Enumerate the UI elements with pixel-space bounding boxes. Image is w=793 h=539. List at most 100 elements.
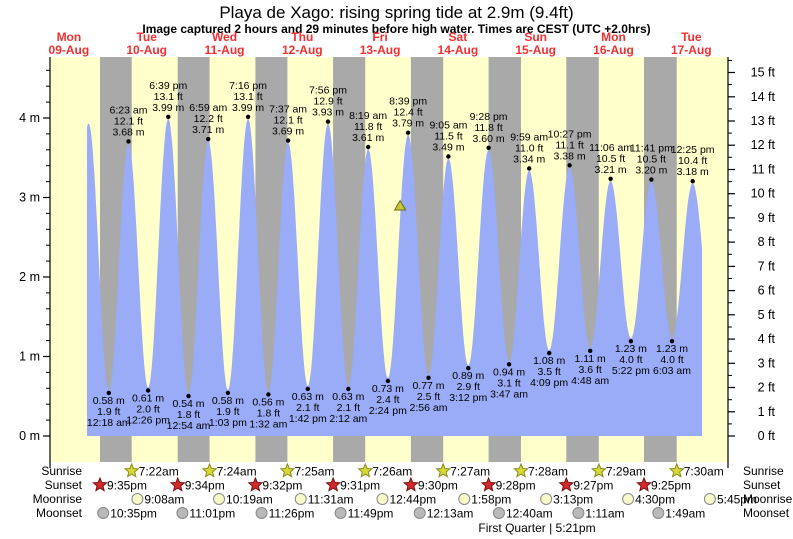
- moonset-time: 12:13am: [427, 507, 474, 521]
- tide-low-dot: [466, 366, 471, 371]
- feet-tick-label: 1 ft: [758, 405, 776, 419]
- date-label-dow: Sat: [448, 30, 468, 44]
- sunrise-time: 7:24am: [217, 465, 257, 479]
- date-label-17-aug: Tue 17-Aug: [653, 31, 729, 57]
- tide-low-label-m: 0.89 m: [452, 370, 484, 382]
- tide-high-label-time: 8:19 am: [349, 110, 387, 122]
- date-label-dow: Tue: [681, 30, 702, 44]
- moonrise-row-label-left: Moonrise: [32, 492, 82, 506]
- date-label-dow: Fri: [372, 30, 388, 44]
- date-label-dow: Sun: [524, 30, 548, 44]
- tide-high-label-time: 11:06 am: [589, 142, 632, 154]
- tide-low-dot: [346, 386, 351, 392]
- sunrise-star-icon: [279, 462, 296, 478]
- tide-low-dot: [385, 378, 391, 384]
- moonrise-icon: [376, 493, 389, 505]
- moonset-time: 11:26pm: [269, 507, 315, 521]
- tide-low-label-ft: 3.6 ft: [578, 364, 601, 376]
- tide-high-label-time: 10:27 pm: [548, 128, 592, 140]
- sunrise-star-icon: [513, 462, 529, 478]
- tide-high-label-m: 3.18 m: [677, 166, 709, 178]
- date-label-15-aug: Sun 15-Aug: [498, 31, 574, 57]
- feet-tick-label: 3 ft: [758, 356, 776, 370]
- tide-high-label-ft: 11.8 ft: [354, 121, 382, 133]
- tide-low-dot: [506, 362, 512, 367]
- meter-tick-label: 3 m: [19, 191, 40, 205]
- tide-low-label-ft: 1.8 ft: [177, 409, 200, 421]
- sunset-time: 9:35pm: [107, 479, 147, 493]
- feet-tick-label: 0 ft: [758, 429, 776, 443]
- moonset-icon: [255, 507, 268, 519]
- meter-tick-label: 2 m: [19, 270, 40, 284]
- tide-low-label-time: 1:42 pm: [289, 413, 327, 425]
- date-label-date: 16-Aug: [593, 43, 634, 57]
- date-label-dow: Thu: [291, 30, 314, 44]
- tide-high-label-m: 3.69 m: [272, 126, 304, 138]
- tide-high-dot: [690, 179, 695, 184]
- moonset-time: 12:40am: [506, 507, 553, 521]
- date-label-date: 13-Aug: [359, 43, 401, 57]
- moonset-time: 11:01pm: [189, 507, 235, 521]
- tide-high-dot: [486, 145, 491, 150]
- tide-high-dot: [126, 139, 131, 144]
- tide-high-label-time: 7:37 am: [269, 104, 307, 116]
- date-label-10-aug: Tue 10-Aug: [109, 31, 185, 57]
- sunset-star-icon: [325, 476, 342, 492]
- sunset-time: 9:34pm: [185, 479, 225, 493]
- moonset-icon: [652, 507, 665, 519]
- moonset-icon: [413, 507, 426, 519]
- sunrise-time: 7:22am: [139, 465, 179, 479]
- tide-high-label-time: 12:25 pm: [671, 144, 715, 156]
- tide-low-label-ft: 2.0 ft: [136, 404, 159, 416]
- tide-low-dot: [225, 390, 231, 396]
- moonset-time: 1:11am: [585, 507, 624, 521]
- feet-tick-label: 14 ft: [751, 90, 776, 104]
- tide-high-label-ft: 11.8 ft: [474, 122, 502, 134]
- date-label-date: 10-Aug: [126, 43, 168, 57]
- tide-high-dot: [366, 144, 371, 150]
- tide-high-label-time: 6:59 am: [189, 102, 227, 114]
- meter-tick-label: 4 m: [19, 111, 40, 125]
- chart-subtitle: Image captured 2 hours and 29 minutes be…: [142, 22, 651, 36]
- tide-low-label-m: 1.11 m: [574, 353, 606, 365]
- sunset-time: 9:27pm: [573, 479, 613, 493]
- tide-high-label-m: 3.71 m: [192, 124, 224, 136]
- date-label-date: 15-Aug: [515, 43, 557, 57]
- tide-high-label-ft: 11.0 ft: [515, 142, 543, 154]
- tide-high-dot: [527, 166, 532, 171]
- tide-low-dot: [547, 350, 552, 356]
- sunset-time: 9:28pm: [496, 479, 536, 493]
- tide-low-dot: [186, 393, 191, 399]
- meter-tick-label: 0 m: [19, 429, 40, 443]
- moonrise-time: 4:30pm: [635, 493, 675, 507]
- feet-tick-label: 6 ft: [758, 284, 776, 298]
- tide-high-dot: [608, 176, 613, 181]
- feet-tick-label: 13 ft: [751, 114, 776, 128]
- tide-high-label-m: 3.99 m: [152, 102, 184, 114]
- moon-phase-text: First Quarter | 5:21pm: [478, 521, 596, 535]
- tide-low-label-m: 1.23 m: [656, 343, 688, 355]
- date-label-date: 12-Aug: [281, 43, 323, 57]
- sunrise-star-icon: [357, 462, 374, 478]
- date-label-dow: Wed: [211, 30, 238, 44]
- moonrise-icon: [213, 493, 226, 505]
- sunrise-time: 7:26am: [372, 465, 412, 479]
- tide-high-label-time: 7:16 pm: [229, 80, 267, 92]
- moonset-time: 11:49pm: [348, 507, 394, 521]
- tide-low-dot: [266, 392, 271, 397]
- sunset-star-icon: [169, 476, 186, 492]
- sunset-star-icon: [558, 476, 575, 492]
- moonset-icon: [97, 507, 110, 519]
- tide-low-label-ft: 4.0 ft: [660, 354, 683, 366]
- tide-low-label-m: 0.94 m: [493, 366, 525, 378]
- sunrise-star-icon: [590, 462, 607, 478]
- moonrise-time: 3:13pm: [553, 493, 593, 507]
- tide-high-label-ft: 11.1 ft: [555, 139, 583, 151]
- date-label-dow: Mon: [601, 30, 626, 44]
- moonset-time: 10:35pm: [110, 507, 157, 521]
- tide-high-label-time: 9:05 am: [429, 120, 467, 132]
- tide-low-label-m: 0.58 m: [93, 395, 125, 407]
- sunset-star-icon: [247, 476, 264, 492]
- tide-high-label-m: 3.60 m: [473, 133, 505, 145]
- tide-low-dot: [305, 386, 310, 392]
